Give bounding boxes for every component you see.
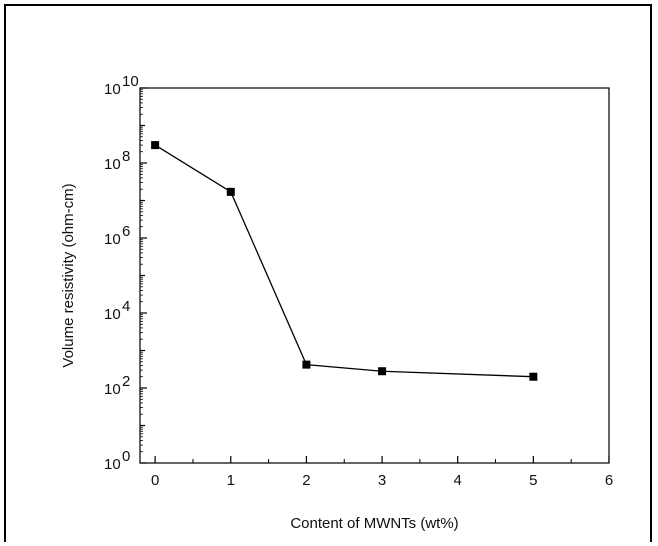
x-tick-label: 1 (227, 472, 235, 489)
y-tick-label-base: 10 (104, 456, 121, 473)
y-tick-label-exponent: 8 (122, 148, 130, 165)
y-tick-label: 10 8 (104, 148, 130, 173)
y-tick-label-exponent: 6 (122, 223, 130, 240)
x-tick-label: 5 (529, 472, 537, 489)
axis-ticks (140, 88, 609, 463)
y-axis-title: Volume resistivity (ohm-cm) (60, 183, 77, 367)
y-tick-label-base: 10 (104, 231, 121, 248)
x-axis-title: Content of MWNTs (wt%) (290, 515, 458, 532)
x-tick-label: 0 (151, 472, 159, 489)
y-tick-label-base: 10 (104, 156, 121, 173)
y-tick-label-base: 10 (104, 306, 121, 323)
data-point-marker (227, 188, 235, 196)
data-point-marker (529, 373, 537, 381)
y-tick-label: 10 4 (104, 298, 130, 323)
y-tick-label: 10 0 (104, 448, 130, 473)
y-tick-label-exponent: 0 (122, 448, 130, 465)
x-tick-label: 3 (378, 472, 386, 489)
y-tick-label-base: 10 (104, 381, 121, 398)
data-series (151, 141, 537, 381)
series-line (155, 145, 533, 377)
y-tick-label-exponent: 2 (122, 373, 130, 390)
y-tick-label-exponent: 4 (122, 298, 130, 315)
plot-area (140, 88, 609, 463)
x-tick-label: 4 (454, 472, 462, 489)
x-tick-labels: 0 1 2 3 4 5 6 (151, 472, 613, 489)
x-tick-label: 2 (302, 472, 310, 489)
data-point-marker (151, 141, 159, 149)
y-tick-label: 10 10 (104, 73, 139, 98)
y-tick-label: 10 2 (104, 373, 130, 398)
data-point-marker (302, 361, 310, 369)
x-tick-label: 6 (605, 472, 613, 489)
y-tick-label-base: 10 (104, 81, 121, 98)
y-tick-label-exponent: 10 (122, 73, 139, 90)
data-point-marker (378, 367, 386, 375)
y-tick-label: 10 6 (104, 223, 130, 248)
